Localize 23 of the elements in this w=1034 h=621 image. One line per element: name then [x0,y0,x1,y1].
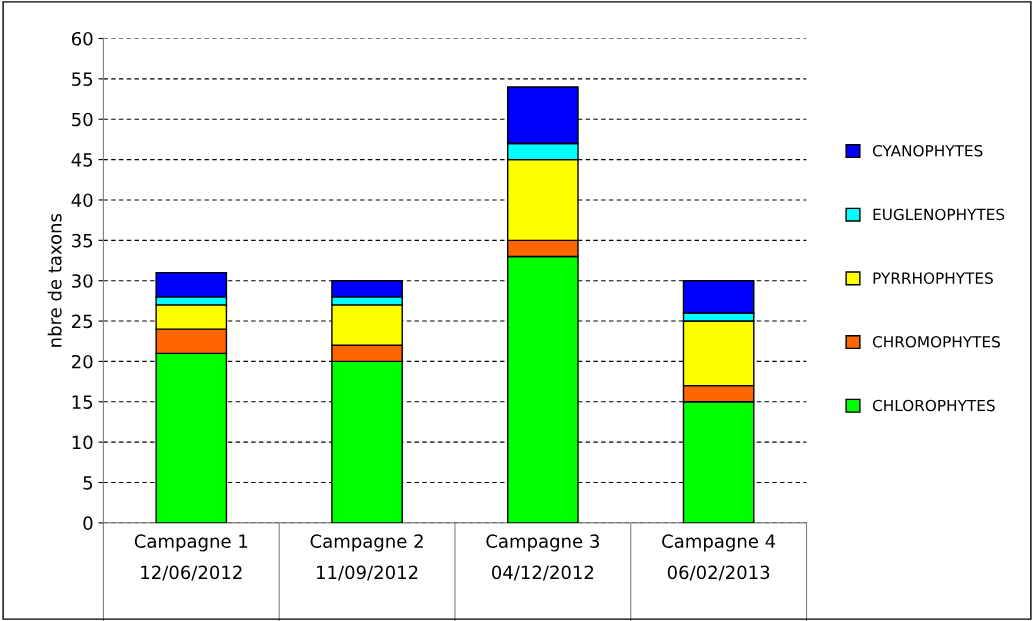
x-tick-label: Campagne 1 12/06/2012 [134,534,248,581]
legend-label: CHLOROPHYTES [872,399,995,412]
y-tick-label: 30 [72,274,93,288]
legend-label: CYANOPHYTES [872,144,983,157]
y-tick-label: 35 [72,233,93,248]
legend-label: EUGLENOPHYTES [873,208,1005,221]
x-tick-label: Campagne 2 11/09/2012 [310,534,423,581]
y-tick-label: 55 [72,72,93,86]
y-tick-label: 50 [72,112,93,127]
y-tick-label: 10 [72,435,93,450]
y-tick-label: 0 [83,516,93,530]
y-tick-label: 15 [72,395,93,409]
y-tick-label: 40 [71,193,93,208]
legend-label: CHROMOPHYTES [872,336,1000,348]
x-tick-label: Campagne 4 06/02/2013 [662,534,776,581]
y-tick-label: 60 [71,31,93,46]
y-axis-title: nbre de taxons [47,213,62,347]
y-tick-label: 20 [72,354,93,369]
y-tick-label: 25 [72,314,93,329]
legend-label: PYRRHOPHYTES [873,272,993,284]
y-tick-label: 45 [71,153,93,167]
x-tick-label: Campagne 3 04/12/2012 [486,534,599,581]
y-tick-label: 5 [83,476,93,490]
